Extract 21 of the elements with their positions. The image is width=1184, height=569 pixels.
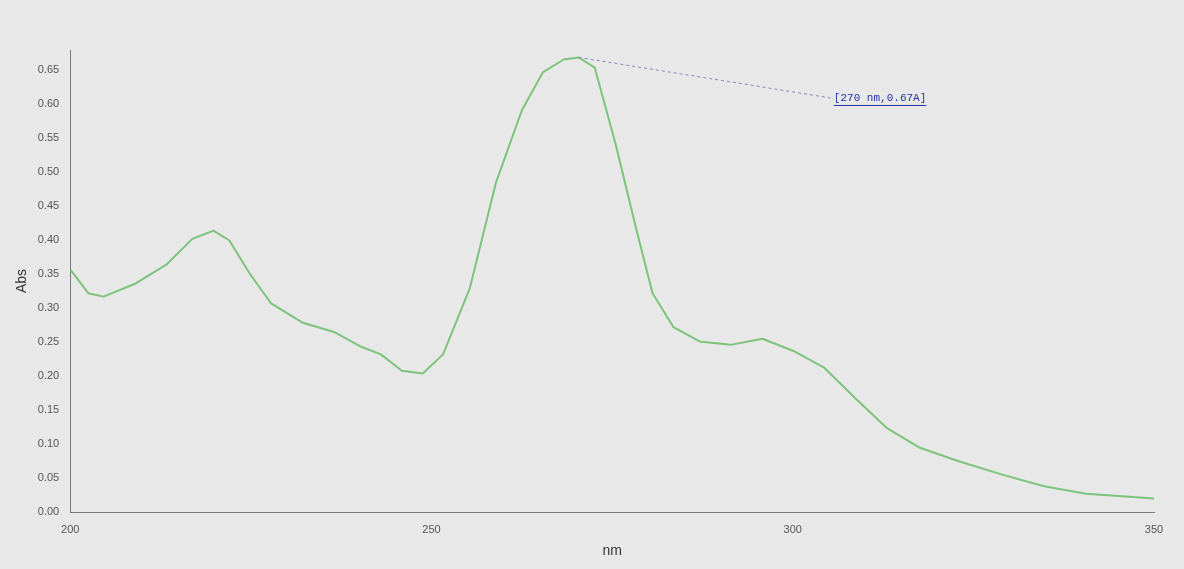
x-tick-label: 300	[783, 522, 802, 535]
y-tick-label: 0.00	[37, 505, 60, 518]
y-axis-title: Abs	[13, 268, 30, 294]
y-tick-label: 0.55	[37, 131, 60, 144]
y-tick-label: 0.45	[37, 199, 60, 212]
y-tick-label: 0.35	[37, 267, 60, 280]
x-tick-label: 350	[1144, 522, 1164, 535]
y-tick-label: 0.15	[37, 403, 60, 416]
annotation: [270 nm,0.67A]	[833, 92, 927, 105]
y-tick-label: 0.05	[37, 471, 60, 484]
y-tick-label: 0.30	[37, 301, 60, 314]
y-tick-label: 0.50	[37, 165, 60, 178]
y-tick-label: 0.25	[37, 335, 60, 348]
y-tick-label: 0.40	[37, 233, 60, 246]
y-tick-label: 0.10	[37, 437, 60, 450]
y-tick-label: 0.60	[37, 97, 60, 110]
x-axis-title: nm	[602, 542, 622, 559]
y-tick-label: 0.65	[37, 63, 60, 76]
x-tick-label: 250	[422, 522, 441, 535]
y-tick-label: 0.20	[37, 369, 60, 382]
x-tick-label: 200	[61, 522, 80, 535]
